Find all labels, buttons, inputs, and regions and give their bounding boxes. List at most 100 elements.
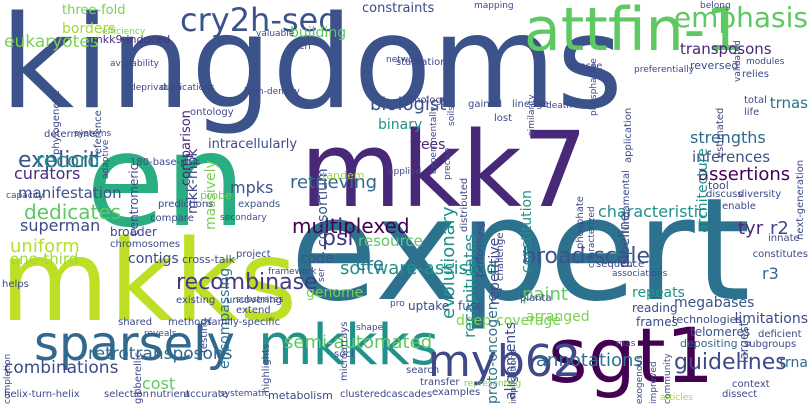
word: gibberellic [133, 352, 144, 404]
word: adaptive [101, 139, 111, 179]
word: discuss [706, 189, 743, 200]
word: preferentially [634, 65, 695, 75]
word: en [86, 107, 246, 256]
word: methods [168, 317, 212, 328]
word: modules [746, 57, 785, 67]
word: mkkks [258, 313, 440, 378]
word: superman [20, 216, 101, 235]
word: cre [356, 254, 384, 275]
word: contigs [128, 251, 179, 267]
word: deficient [758, 329, 802, 340]
word: guidelines [674, 350, 787, 375]
word: diversity [738, 189, 782, 200]
word: depositing [680, 337, 738, 350]
word: strengths [690, 128, 766, 147]
word: phylogenetic [51, 90, 62, 155]
word: cry2h-seq [180, 1, 339, 39]
word: constraints [362, 1, 435, 16]
word: megabases [674, 295, 755, 311]
word: lost [494, 113, 513, 124]
word: psi [322, 226, 354, 251]
word: ser [317, 268, 327, 282]
word: innate [768, 233, 800, 244]
word: tandem [322, 169, 365, 182]
word: uniform [10, 236, 80, 257]
word: selection [104, 389, 149, 400]
word: enable [722, 201, 756, 212]
word: lineage [512, 99, 549, 110]
word: mpks [230, 178, 274, 197]
word: life [744, 107, 760, 118]
word: family-specific [208, 317, 281, 328]
word: articles [660, 393, 693, 403]
word: starvation [396, 57, 447, 68]
word: availability [110, 59, 159, 69]
word: retrieving [290, 172, 378, 193]
word: emphasis [673, 1, 808, 34]
word: representing [464, 379, 522, 389]
word: applied [388, 167, 422, 177]
word: valuable [256, 29, 295, 39]
word: retrotransposons [88, 344, 233, 364]
word: transfer [420, 377, 460, 388]
word: cost [142, 374, 176, 393]
word: estimated [715, 107, 726, 158]
word: r2 [770, 218, 789, 239]
word: substrates [236, 295, 284, 305]
word: ontology [190, 107, 234, 118]
word: challenge [495, 232, 506, 281]
word: accurate [184, 389, 228, 400]
word: manifestation [18, 184, 122, 202]
word: validated [733, 40, 743, 82]
word: search [406, 365, 440, 376]
word: rnas [616, 339, 636, 349]
word: uncovering [226, 295, 282, 306]
word: exogenous [635, 355, 645, 404]
word: cross-talk [182, 253, 235, 266]
word: application [623, 107, 634, 163]
word: efficiency [102, 27, 146, 37]
word: repeats [632, 285, 685, 301]
word: phosphatase [589, 58, 599, 116]
word: trees [410, 137, 446, 153]
word: mkk9-induced [92, 33, 171, 46]
word: helix-turn-helix [4, 389, 80, 400]
word: pro [390, 299, 405, 309]
word: secondary [220, 213, 267, 223]
word: 180-base-pair [130, 157, 200, 168]
word: broader [110, 225, 157, 239]
word: associations [612, 269, 668, 279]
word: reading [632, 301, 678, 315]
word: dissect [722, 389, 758, 400]
word: precise [443, 147, 453, 180]
word: shape [356, 323, 384, 333]
word: highlights [261, 343, 272, 393]
word: deep-coverage [456, 313, 562, 329]
word: mkks [0, 217, 298, 347]
word: implications [509, 349, 519, 404]
word: sequence [596, 259, 645, 270]
word: kingdoms [0, 0, 623, 138]
word: total [744, 95, 767, 106]
word: orthology [400, 95, 448, 106]
word: curators [14, 164, 81, 183]
word: binary [378, 117, 423, 133]
word: technologies [672, 313, 743, 326]
word: recombinase [176, 270, 318, 295]
word: context [732, 379, 770, 390]
word: r3 [762, 264, 779, 283]
word: tyr [738, 218, 764, 239]
word: software-assisted [340, 258, 498, 279]
word: framework [268, 267, 317, 277]
word: semi-automated [284, 332, 433, 353]
word: gained [468, 99, 503, 110]
word: mkk7 [300, 109, 588, 231]
word: cascades [386, 389, 433, 400]
word: building [290, 25, 347, 41]
word: eukaryotes [4, 32, 99, 52]
word: tool [708, 179, 729, 192]
word: similarity [527, 94, 537, 136]
word: extend [236, 305, 271, 316]
word: metabolism [268, 389, 333, 402]
word: distributed [459, 177, 470, 232]
